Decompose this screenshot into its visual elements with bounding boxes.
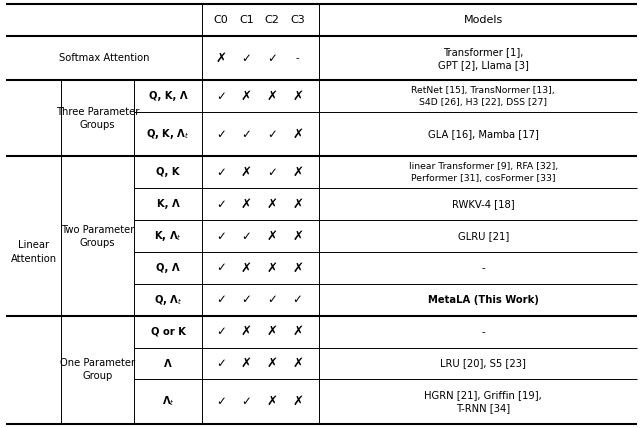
Text: Q, K: Q, K bbox=[156, 167, 180, 178]
Text: RetNet [15], TransNormer [13],
S4D [26], H3 [22], DSS [27]: RetNet [15], TransNormer [13], S4D [26],… bbox=[412, 86, 555, 107]
Text: Transformer [1],
GPT [2], Llama [3]: Transformer [1], GPT [2], Llama [3] bbox=[438, 47, 529, 70]
Text: ✗: ✗ bbox=[215, 52, 227, 65]
Text: ✗: ✗ bbox=[292, 128, 303, 141]
Text: Q, K, Λ$_t$: Q, K, Λ$_t$ bbox=[146, 128, 190, 141]
Text: ✗: ✗ bbox=[241, 198, 252, 211]
Text: K, Λ$_t$: K, Λ$_t$ bbox=[154, 229, 182, 243]
Text: ✓: ✓ bbox=[216, 293, 226, 306]
Text: K, Λ: K, Λ bbox=[157, 199, 179, 209]
Text: Q, Λ$_t$: Q, Λ$_t$ bbox=[154, 293, 182, 307]
Text: One Parameter
Group: One Parameter Group bbox=[60, 358, 135, 381]
Text: ✗: ✗ bbox=[266, 262, 278, 274]
Text: Models: Models bbox=[463, 15, 503, 25]
Text: ✓: ✓ bbox=[267, 293, 277, 306]
Text: -: - bbox=[296, 53, 300, 63]
Text: Q or K: Q or K bbox=[150, 327, 186, 337]
Text: ✗: ✗ bbox=[292, 357, 303, 370]
Text: ✗: ✗ bbox=[266, 325, 278, 338]
Text: GLRU [21]: GLRU [21] bbox=[458, 231, 509, 241]
Text: ✓: ✓ bbox=[216, 166, 226, 179]
Text: ✗: ✗ bbox=[292, 395, 303, 408]
Text: ✗: ✗ bbox=[266, 198, 278, 211]
Text: ✗: ✗ bbox=[266, 395, 278, 408]
Text: ✓: ✓ bbox=[241, 128, 252, 141]
Text: ✓: ✓ bbox=[216, 325, 226, 338]
Text: ✓: ✓ bbox=[267, 52, 277, 65]
Text: ✓: ✓ bbox=[267, 166, 277, 179]
Text: linear Transformer [9], RFA [32],
Performer [31], cosFormer [33]: linear Transformer [9], RFA [32], Perfor… bbox=[408, 162, 558, 183]
Text: ✓: ✓ bbox=[267, 128, 277, 141]
Text: C3: C3 bbox=[290, 15, 305, 25]
Text: -: - bbox=[481, 327, 485, 337]
Text: ✓: ✓ bbox=[216, 395, 226, 408]
Text: ✓: ✓ bbox=[216, 357, 226, 370]
Text: C2: C2 bbox=[264, 15, 280, 25]
Text: RWKV-4 [18]: RWKV-4 [18] bbox=[452, 199, 515, 209]
Text: ✗: ✗ bbox=[241, 325, 252, 338]
Text: ✗: ✗ bbox=[241, 166, 252, 179]
Text: ✗: ✗ bbox=[292, 262, 303, 274]
Text: Softmax Attention: Softmax Attention bbox=[59, 53, 149, 63]
Text: ✓: ✓ bbox=[241, 395, 252, 408]
Text: Linear
Attention: Linear Attention bbox=[10, 241, 57, 264]
Text: Q, K, Λ: Q, K, Λ bbox=[148, 91, 188, 101]
Text: Three Parameter
Groups: Three Parameter Groups bbox=[56, 107, 140, 130]
Text: ✗: ✗ bbox=[241, 357, 252, 370]
Text: ✗: ✗ bbox=[266, 230, 278, 243]
Text: C0: C0 bbox=[213, 15, 228, 25]
Text: C1: C1 bbox=[239, 15, 254, 25]
Text: ✗: ✗ bbox=[266, 357, 278, 370]
Text: Λ$_t$: Λ$_t$ bbox=[161, 395, 175, 408]
Text: ✓: ✓ bbox=[292, 293, 303, 306]
Text: ✓: ✓ bbox=[241, 230, 252, 243]
Text: ✗: ✗ bbox=[266, 90, 278, 103]
Text: ✗: ✗ bbox=[292, 230, 303, 243]
Text: HGRN [21], Griffin [19],
T-RNN [34]: HGRN [21], Griffin [19], T-RNN [34] bbox=[424, 390, 542, 413]
Text: ✗: ✗ bbox=[241, 262, 252, 274]
Text: -: - bbox=[481, 263, 485, 273]
Text: ✓: ✓ bbox=[241, 52, 252, 65]
Text: ✓: ✓ bbox=[216, 198, 226, 211]
Text: Λ: Λ bbox=[164, 359, 172, 369]
Text: ✓: ✓ bbox=[216, 90, 226, 103]
Text: ✗: ✗ bbox=[292, 325, 303, 338]
Text: ✓: ✓ bbox=[216, 262, 226, 274]
Text: ✗: ✗ bbox=[292, 198, 303, 211]
Text: Two Parameter
Groups: Two Parameter Groups bbox=[61, 225, 134, 248]
Text: ✓: ✓ bbox=[241, 293, 252, 306]
Text: LRU [20], S5 [23]: LRU [20], S5 [23] bbox=[440, 359, 526, 369]
Text: ✗: ✗ bbox=[292, 166, 303, 179]
Text: MetaLA (This Work): MetaLA (This Work) bbox=[428, 295, 539, 305]
Text: ✓: ✓ bbox=[216, 230, 226, 243]
Text: ✗: ✗ bbox=[241, 90, 252, 103]
Text: ✗: ✗ bbox=[292, 90, 303, 103]
Text: Q, Λ: Q, Λ bbox=[156, 263, 180, 273]
Text: ✓: ✓ bbox=[216, 128, 226, 141]
Text: GLA [16], Mamba [17]: GLA [16], Mamba [17] bbox=[428, 129, 539, 140]
